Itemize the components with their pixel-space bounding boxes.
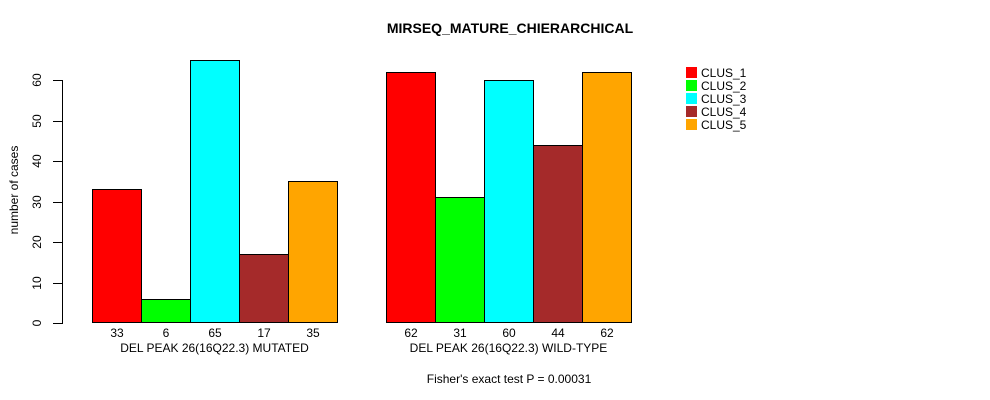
y-tick-label: 10 bbox=[30, 276, 44, 290]
y-tick-label: 20 bbox=[30, 235, 44, 249]
legend-label-clus_3: CLUS_3 bbox=[701, 92, 747, 106]
legend-swatch-clus_5 bbox=[686, 119, 697, 130]
bar-value-label: 62 bbox=[404, 326, 418, 340]
bar-clus_3-group2 bbox=[484, 80, 534, 323]
bar-value-label: 35 bbox=[306, 326, 320, 340]
bar-clus_5-group1 bbox=[288, 181, 338, 323]
y-tick-label: 50 bbox=[30, 114, 44, 128]
y-axis-line bbox=[62, 80, 63, 324]
y-tick-mark bbox=[53, 80, 62, 81]
y-tick-label: 40 bbox=[30, 154, 44, 168]
fisher-test-annotation: Fisher's exact test P = 0.00031 bbox=[426, 372, 592, 386]
legend-swatch-clus_1 bbox=[686, 67, 697, 78]
bar-value-label: 33 bbox=[110, 326, 124, 340]
legend-swatch-clus_2 bbox=[686, 80, 697, 91]
bar-value-label: 60 bbox=[502, 326, 516, 340]
y-tick-mark bbox=[53, 161, 62, 162]
legend-label-clus_4: CLUS_4 bbox=[701, 105, 747, 119]
bar-clus_4-group1 bbox=[239, 254, 289, 323]
bar-value-label: 17 bbox=[257, 326, 271, 340]
chart-title: MIRSEQ_MATURE_CHIERARCHICAL bbox=[386, 20, 634, 36]
x-group-label: DEL PEAK 26(16Q22.3) MUTATED bbox=[120, 341, 309, 355]
bar-clus_1-group2 bbox=[386, 72, 436, 323]
y-tick-mark bbox=[53, 121, 62, 122]
y-tick-mark bbox=[53, 283, 62, 284]
y-tick-label: 60 bbox=[30, 73, 44, 87]
y-tick-mark bbox=[53, 202, 62, 203]
bar-value-label: 65 bbox=[208, 326, 222, 340]
bar-clus_2-group1 bbox=[141, 299, 191, 323]
bar-clus_4-group2 bbox=[533, 145, 583, 323]
y-axis-label: number of cases bbox=[7, 145, 21, 235]
bar-value-label: 44 bbox=[551, 326, 565, 340]
legend-label-clus_5: CLUS_5 bbox=[701, 118, 747, 132]
bar-clus_2-group2 bbox=[435, 197, 485, 323]
bar-value-label: 6 bbox=[162, 326, 170, 340]
y-tick-label: 30 bbox=[30, 195, 44, 209]
bar-clus_3-group1 bbox=[190, 60, 240, 323]
x-group-label: DEL PEAK 26(16Q22.3) WILD-TYPE bbox=[409, 341, 608, 355]
bar-clus_1-group1 bbox=[92, 189, 142, 323]
bar-value-label: 31 bbox=[453, 326, 467, 340]
y-tick-mark bbox=[53, 242, 62, 243]
y-tick-mark bbox=[53, 323, 62, 324]
legend-swatch-clus_4 bbox=[686, 106, 697, 117]
bar-clus_5-group2 bbox=[582, 72, 632, 323]
y-tick-label: 0 bbox=[30, 319, 44, 327]
legend-label-clus_1: CLUS_1 bbox=[701, 66, 747, 80]
legend-label-clus_2: CLUS_2 bbox=[701, 79, 747, 93]
legend-swatch-clus_3 bbox=[686, 93, 697, 104]
bar-value-label: 62 bbox=[600, 326, 614, 340]
